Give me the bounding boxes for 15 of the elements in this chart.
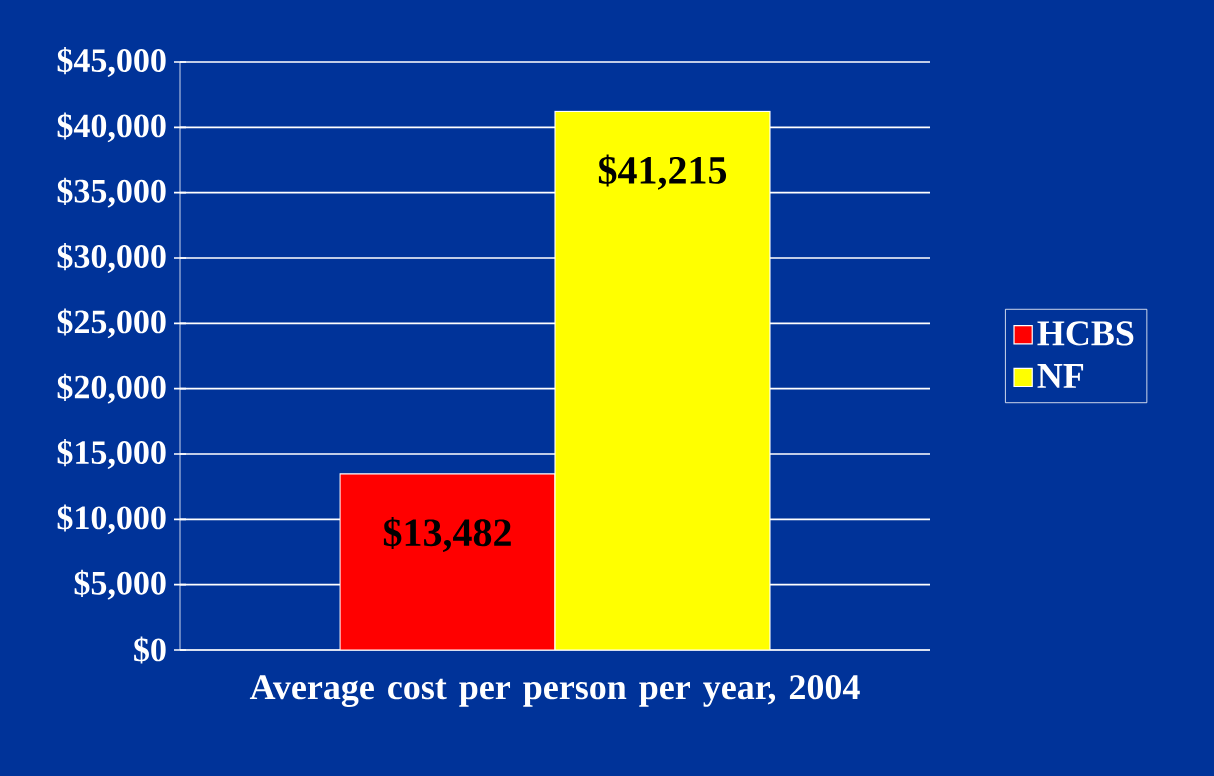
x-axis-title: Average cost per person per year, 2004 [249, 675, 860, 707]
y-tick-label: $5,000 [74, 569, 166, 600]
y-tick-label: $20,000 [57, 373, 166, 404]
data-label: $13,482 [383, 516, 511, 553]
y-tick-label: $25,000 [57, 308, 166, 339]
y-tick-label: $45,000 [57, 47, 166, 77]
y-tick-label: $0 [134, 636, 166, 664]
y-tick-label: $15,000 [57, 439, 166, 469]
y-tick-label: $10,000 [57, 504, 166, 535]
legend-label: HCBS [1037, 321, 1134, 346]
data-label: $41,215 [598, 154, 727, 190]
y-tick-label: $30,000 [57, 243, 166, 273]
legend-label: NF [1037, 364, 1084, 388]
y-tick-label: $35,000 [57, 177, 166, 208]
y-tick-label: $40,000 [57, 112, 166, 143]
